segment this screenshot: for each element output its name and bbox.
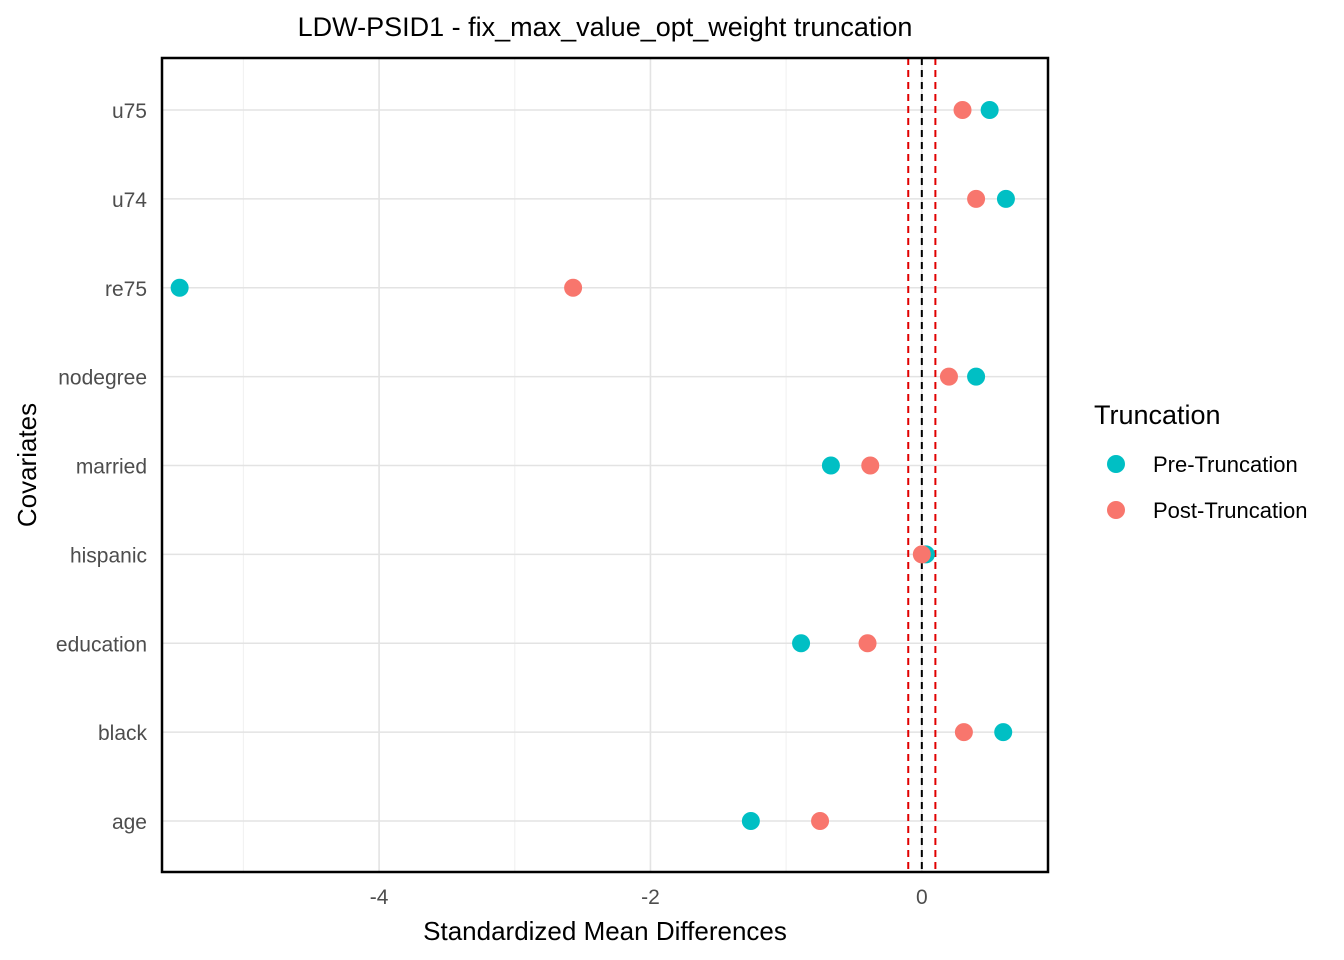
- point-pre-truncation-u75: [980, 101, 999, 119]
- point-pre-truncation-u74: [996, 189, 1015, 208]
- y-tick-label-married: married: [76, 456, 147, 479]
- y-tick-label-re75: re75: [105, 278, 147, 301]
- y-tick-label-hispanic: hispanic: [70, 544, 147, 567]
- reference-lines: [907, 58, 937, 872]
- y-tick-label-u75: u75: [112, 100, 147, 123]
- y-tick-labels: age black education hispanic married nodegree…: [56, 100, 148, 834]
- x-tick-labels: -4 -2 0: [370, 886, 928, 909]
- point-post-truncation-black: [954, 723, 973, 742]
- x-tick-label: -2: [641, 886, 660, 909]
- x-tick-label: 0: [916, 886, 928, 909]
- legend: Truncation Pre-Truncation Post-Truncatio…: [1094, 400, 1307, 523]
- x-tick-label: -4: [370, 886, 389, 909]
- y-tick-label-nodegree: nodegree: [58, 367, 147, 390]
- legend-label-pre-truncation: Pre-Truncation: [1153, 452, 1298, 477]
- legend-label-post-truncation: Post-Truncation: [1153, 498, 1307, 523]
- chart-title: LDW-PSID1 - fix_max_value_opt_weight tru…: [298, 12, 913, 42]
- y-tick-label-age: age: [112, 811, 147, 834]
- point-post-truncation-hispanic: [912, 545, 931, 564]
- point-pre-truncation-re75: [170, 278, 189, 297]
- legend-key-post-truncation: [1107, 501, 1125, 519]
- y-tick-label-black: black: [98, 722, 148, 745]
- point-pre-truncation-black: [994, 723, 1013, 742]
- y-tick-label-u74: u74: [112, 189, 147, 212]
- grid-lines: [162, 58, 1048, 872]
- y-tick-label-education: education: [56, 633, 147, 656]
- point-pre-truncation-age: [741, 812, 760, 830]
- point-post-truncation-u74: [967, 189, 986, 208]
- data-points: [170, 101, 1015, 830]
- point-pre-truncation-nodegree: [967, 367, 986, 386]
- point-post-truncation-nodegree: [939, 367, 958, 386]
- point-post-truncation-u75: [953, 101, 972, 119]
- legend-key-pre-truncation: [1107, 455, 1125, 473]
- y-axis-title: Covariates: [12, 403, 42, 527]
- point-post-truncation-re75: [564, 278, 583, 297]
- point-post-truncation-education: [858, 634, 877, 653]
- legend-title: Truncation: [1094, 400, 1221, 430]
- point-pre-truncation-education: [792, 634, 811, 653]
- point-pre-truncation-married: [821, 456, 840, 475]
- point-post-truncation-married: [861, 456, 880, 475]
- x-axis-title: Standardized Mean Differences: [423, 916, 787, 946]
- plot-panel-border: [160, 56, 1050, 874]
- point-post-truncation-age: [811, 812, 830, 830]
